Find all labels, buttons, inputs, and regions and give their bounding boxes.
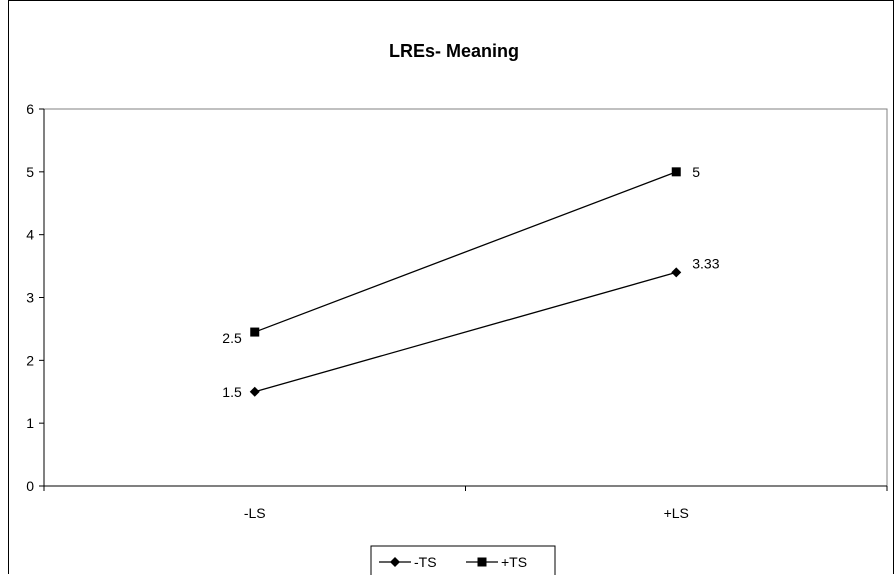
y-tick-label: 5	[26, 164, 34, 180]
data-label: 3.33	[692, 255, 719, 271]
x-tick-label: -LS	[244, 505, 266, 521]
legend-diamond-marker	[390, 557, 400, 567]
series-line-plus-ts	[254, 171, 677, 333]
data-label: 1.5	[222, 384, 242, 400]
data-labels-layer: 1.5 3.33 2.5 5	[222, 164, 719, 400]
chart-title: LREs- Meaning	[389, 41, 519, 61]
y-tick-label: 4	[26, 227, 34, 243]
series-line-minus-ts	[254, 271, 677, 393]
plot-area	[43, 108, 888, 487]
legend-box	[370, 545, 556, 575]
data-label: 5	[692, 164, 700, 180]
data-point-marker	[671, 167, 681, 177]
series-layer	[249, 167, 682, 397]
x-tick-label: +LS	[664, 505, 689, 521]
y-tick-label: 2	[26, 352, 34, 368]
legend-items: -TS +TS	[379, 554, 527, 570]
legend-square-marker	[477, 557, 487, 567]
data-label: 2.5	[222, 330, 242, 346]
data-point-marker	[671, 267, 682, 278]
data-point-marker	[250, 327, 260, 337]
chart-area: LREs- Meaning 0 1 2 3 4 5 6 -LS +LS 1.5 3.33 2.5 5 …	[8, 0, 894, 575]
legend-label: +TS	[501, 554, 527, 570]
y-tick-label: 1	[26, 415, 34, 431]
legend: -TS +TS	[370, 545, 556, 575]
y-tick-label: 0	[26, 478, 34, 494]
y-tick-label: 3	[26, 290, 34, 306]
legend-label: -TS	[414, 554, 437, 570]
data-point-marker	[249, 386, 260, 397]
axes: 0 1 2 3 4 5 6 -LS +LS	[26, 101, 888, 521]
y-tick-label: 6	[26, 101, 34, 117]
